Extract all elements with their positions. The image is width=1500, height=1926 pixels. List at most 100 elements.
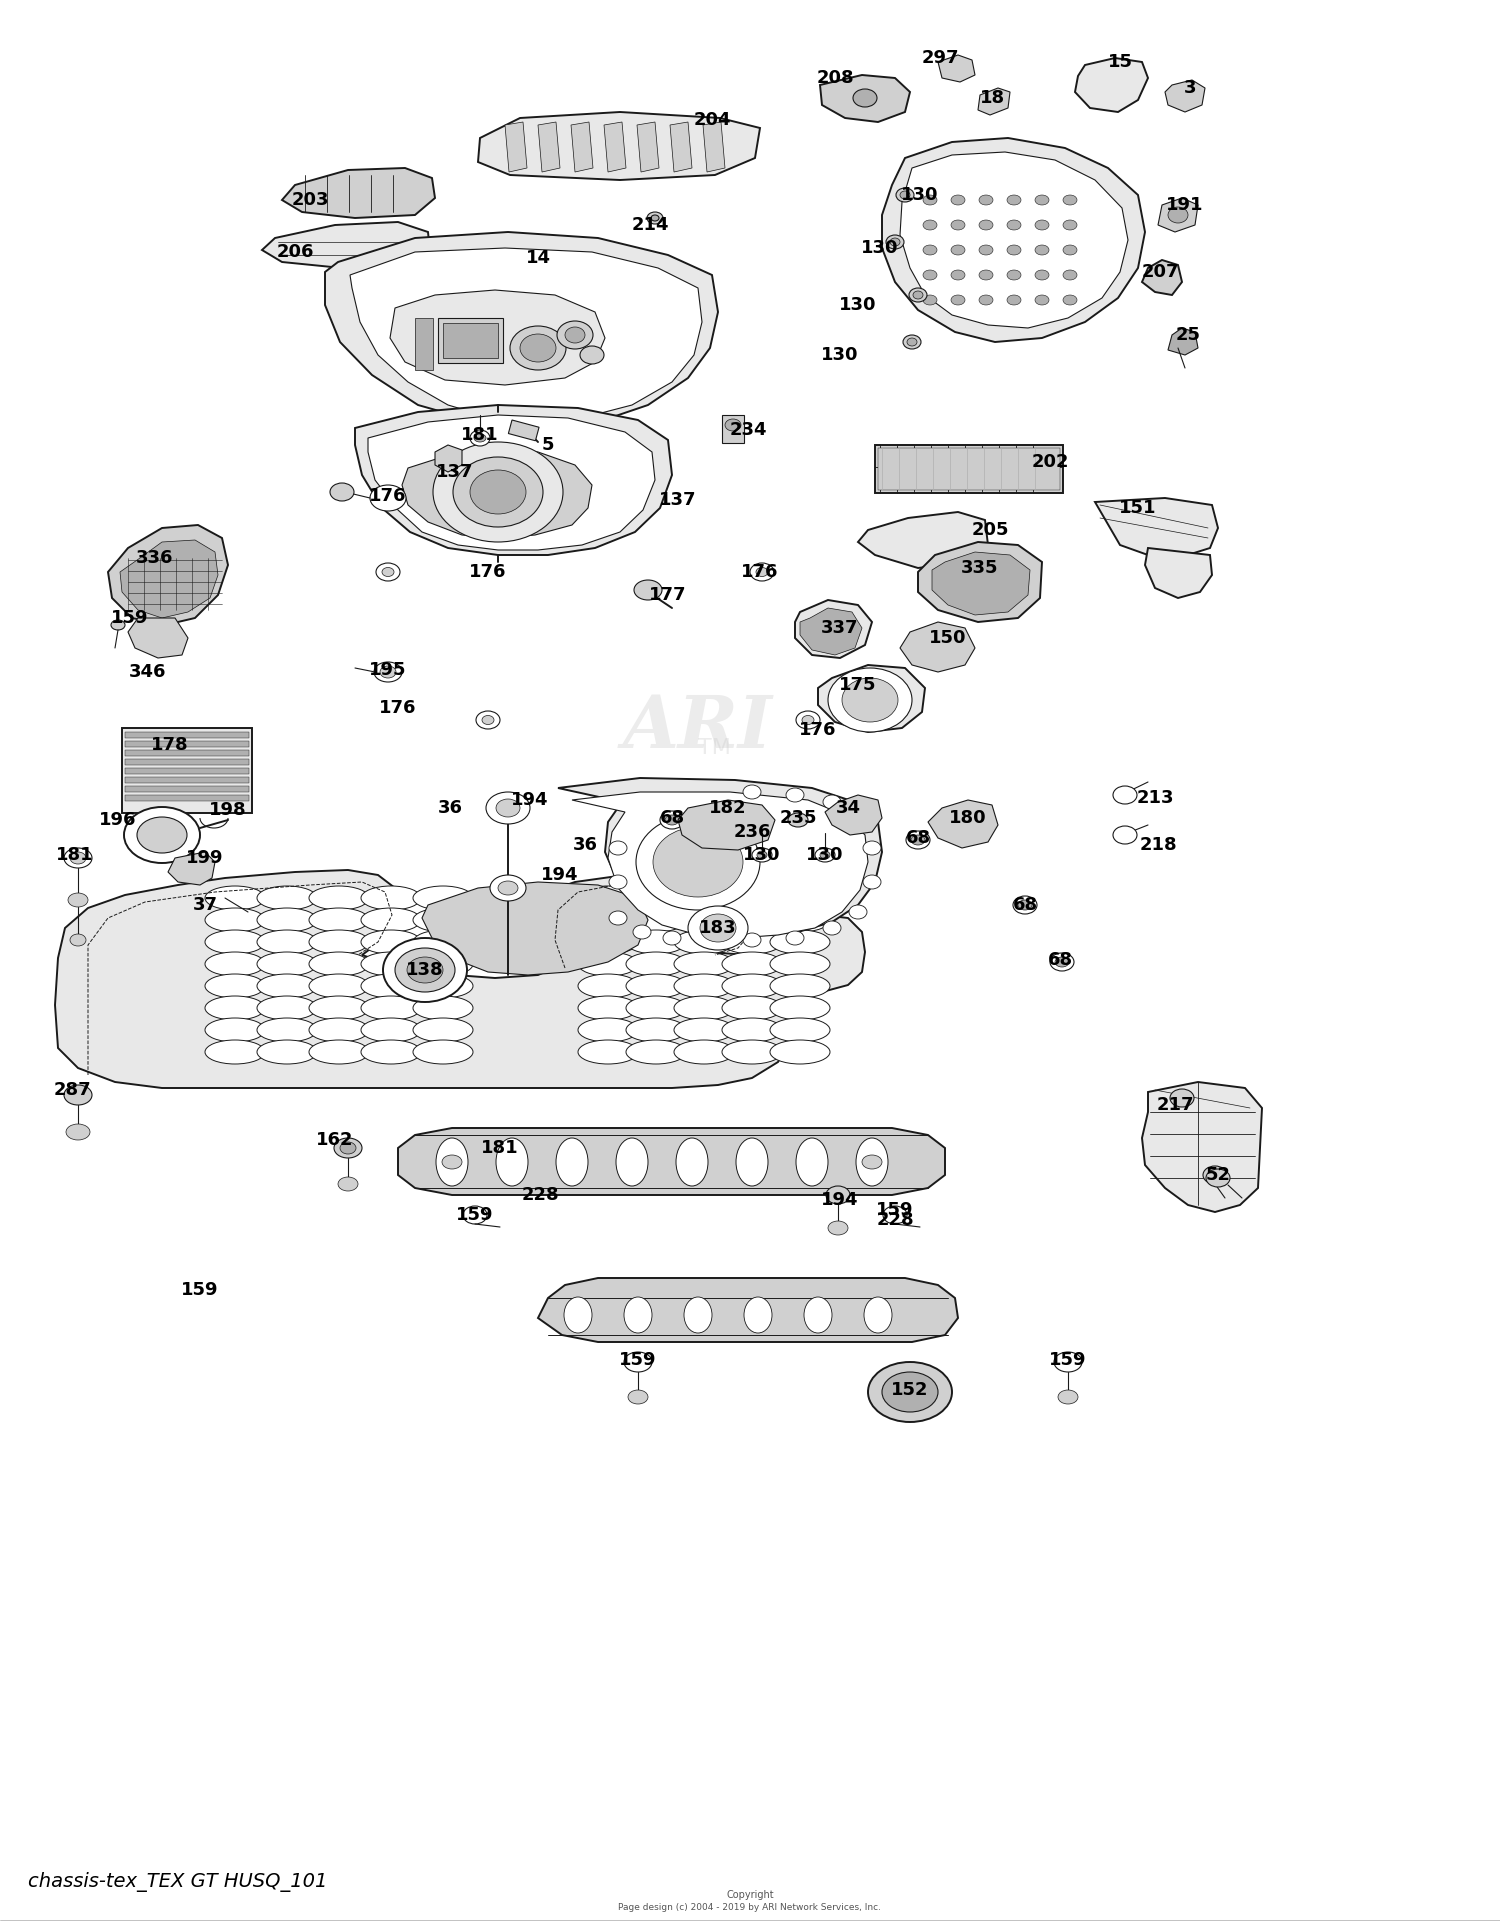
Ellipse shape [862,1156,882,1169]
Ellipse shape [910,836,926,846]
Ellipse shape [864,1296,892,1333]
Ellipse shape [496,799,520,817]
Ellipse shape [951,195,964,204]
Ellipse shape [256,886,316,909]
Ellipse shape [624,1296,652,1333]
Text: 346: 346 [129,663,166,682]
Text: Page design (c) 2004 - 2019 by ARI Network Services, Inc.: Page design (c) 2004 - 2019 by ARI Netwo… [618,1903,882,1913]
Ellipse shape [626,907,686,932]
Ellipse shape [796,1138,828,1186]
Polygon shape [435,445,462,472]
Ellipse shape [646,212,663,223]
Ellipse shape [796,711,820,730]
Ellipse shape [980,295,993,304]
Bar [442,324,498,358]
Ellipse shape [1113,826,1137,844]
Ellipse shape [609,874,627,890]
Ellipse shape [890,239,900,247]
Ellipse shape [1054,1352,1082,1371]
Ellipse shape [624,1352,652,1371]
Ellipse shape [674,996,734,1021]
Ellipse shape [1007,195,1022,204]
Polygon shape [1142,260,1182,295]
Text: 68: 68 [660,809,684,826]
Text: 3: 3 [1184,79,1197,96]
Polygon shape [821,75,910,121]
Ellipse shape [628,1391,648,1404]
Ellipse shape [908,337,916,347]
Bar [124,749,249,757]
Polygon shape [56,871,865,1088]
Ellipse shape [362,996,422,1021]
Bar [509,420,538,441]
Text: 181: 181 [56,846,94,865]
Ellipse shape [884,1206,908,1225]
Ellipse shape [752,847,772,863]
Ellipse shape [980,245,993,254]
Text: 235: 235 [780,809,816,826]
Polygon shape [558,778,882,934]
Ellipse shape [380,666,396,678]
Ellipse shape [206,975,266,998]
Text: 151: 151 [1119,499,1156,516]
Polygon shape [1158,198,1198,231]
Text: 159: 159 [876,1202,914,1219]
Text: 199: 199 [186,849,224,867]
Ellipse shape [815,847,836,863]
Bar [722,414,744,443]
Ellipse shape [914,291,922,299]
Ellipse shape [1058,1391,1078,1404]
Text: 175: 175 [840,676,876,693]
Polygon shape [900,152,1128,327]
Ellipse shape [651,216,658,221]
Ellipse shape [1007,245,1022,254]
Polygon shape [538,1279,958,1342]
Text: 130: 130 [861,239,898,256]
Ellipse shape [1035,220,1048,229]
Ellipse shape [309,1040,369,1063]
Ellipse shape [124,807,200,863]
Ellipse shape [849,811,867,824]
Ellipse shape [722,1019,782,1042]
Ellipse shape [674,886,734,909]
Ellipse shape [626,930,686,953]
Ellipse shape [906,830,930,849]
Polygon shape [398,1129,945,1194]
Text: 228: 228 [876,1211,914,1229]
Ellipse shape [413,1019,472,1042]
Bar [124,732,249,738]
Ellipse shape [64,1084,92,1106]
Bar [124,759,249,765]
Text: 206: 206 [276,243,314,262]
Text: 181: 181 [460,426,500,445]
Polygon shape [506,121,526,171]
Text: 159: 159 [1050,1350,1086,1369]
Ellipse shape [66,1125,90,1140]
Ellipse shape [700,915,736,942]
Text: 130: 130 [822,347,858,364]
Ellipse shape [688,905,748,950]
Ellipse shape [482,715,494,724]
Polygon shape [108,526,228,626]
Ellipse shape [309,886,369,909]
Ellipse shape [900,191,910,198]
Ellipse shape [578,1040,638,1063]
Ellipse shape [951,245,964,254]
Text: 138: 138 [406,961,444,978]
Text: 204: 204 [693,112,730,129]
Polygon shape [670,121,692,171]
Ellipse shape [206,930,266,953]
Text: 137: 137 [660,491,696,508]
Text: 176: 176 [470,562,507,582]
Ellipse shape [309,907,369,932]
Ellipse shape [903,335,921,349]
Ellipse shape [578,930,638,953]
Ellipse shape [804,1296,832,1333]
Text: TM: TM [698,738,730,759]
Polygon shape [572,121,592,171]
Ellipse shape [376,562,400,582]
Text: 177: 177 [650,586,687,605]
Ellipse shape [742,932,760,948]
Ellipse shape [636,815,760,909]
Text: 159: 159 [111,609,148,628]
